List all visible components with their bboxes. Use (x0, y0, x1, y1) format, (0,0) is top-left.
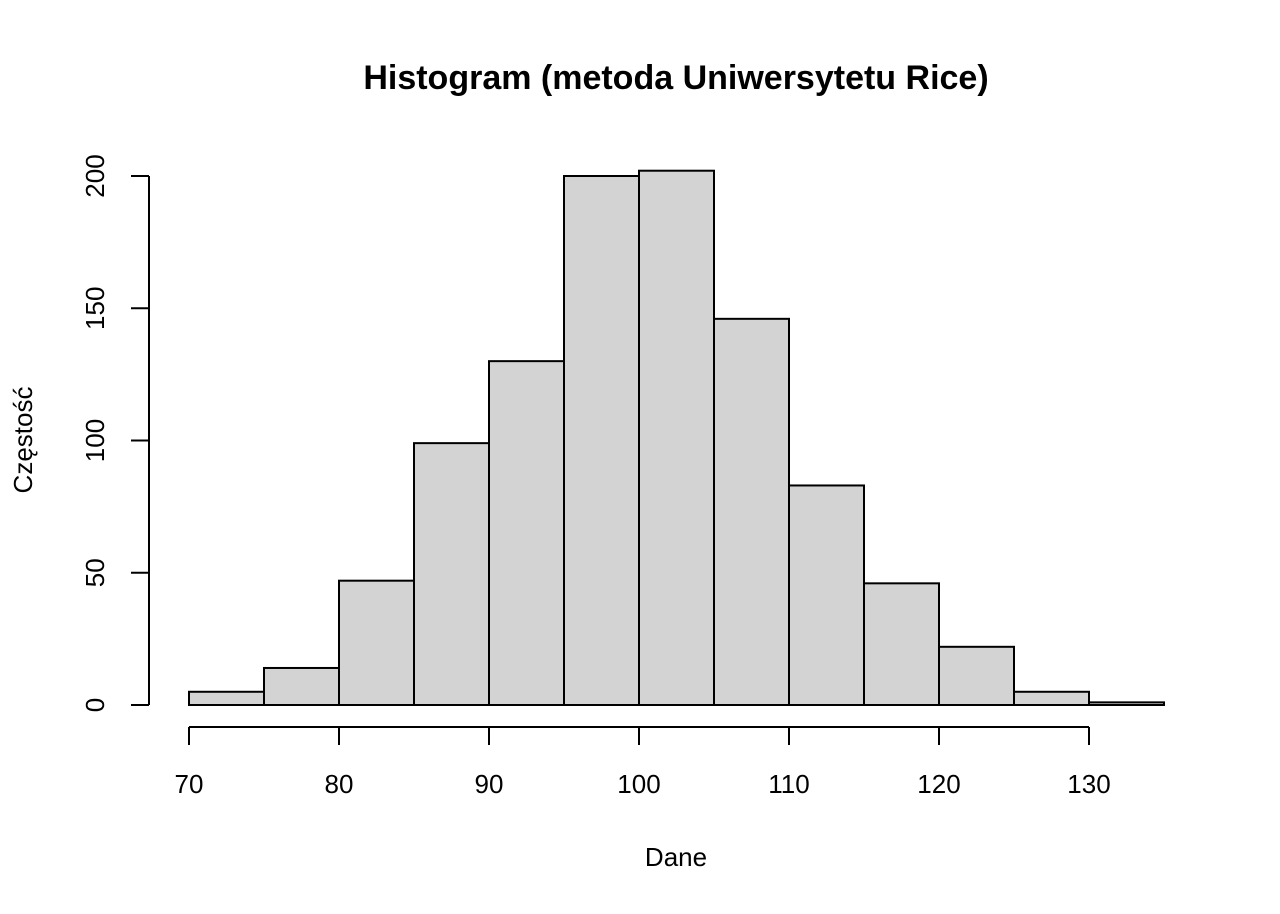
y-axis: 0 50 100 150 200 (80, 154, 150, 712)
x-tick-label: 90 (475, 769, 504, 799)
x-tick-label: 70 (175, 769, 204, 799)
histogram-bar-80-85 (338, 579, 415, 706)
chart-title: Histogram (metoda Uniwersytetu Rice) (363, 59, 988, 97)
histogram-bar-70-75 (188, 690, 265, 707)
x-tick-label: 110 (768, 769, 809, 799)
histogram-bar-105-110 (713, 317, 790, 706)
y-tick-label: 0 (80, 698, 110, 712)
histogram-bar-130-135 (1088, 701, 1165, 706)
y-tick-label: 50 (80, 558, 110, 587)
y-tick-label: 200 (80, 154, 110, 197)
x-tick-label: 100 (617, 769, 660, 799)
histogram-bar-85-90 (413, 442, 490, 706)
y-tick-label: 100 (80, 419, 110, 462)
histogram-bar-110-115 (788, 484, 865, 706)
x-axis-label: Dane (645, 842, 707, 872)
x-tick-label: 120 (917, 769, 960, 799)
histogram-bar-120-125 (938, 645, 1015, 706)
histogram-bar-90-95 (488, 360, 565, 706)
x-tick-label: 80 (325, 769, 354, 799)
histogram-bar-100-105 (638, 169, 715, 706)
histogram-bar-115-120 (863, 582, 940, 707)
histogram-bar-95-100 (563, 175, 640, 706)
bars-group (188, 169, 1165, 707)
x-axis: 70 80 90 100 110 120 130 (175, 726, 1111, 799)
x-tick-label: 130 (1067, 769, 1110, 799)
histogram-bar-125-130 (1013, 690, 1090, 707)
histogram-bar-75-80 (263, 666, 340, 706)
y-axis-label: Częstość (8, 387, 38, 494)
y-tick-label: 150 (80, 287, 110, 330)
